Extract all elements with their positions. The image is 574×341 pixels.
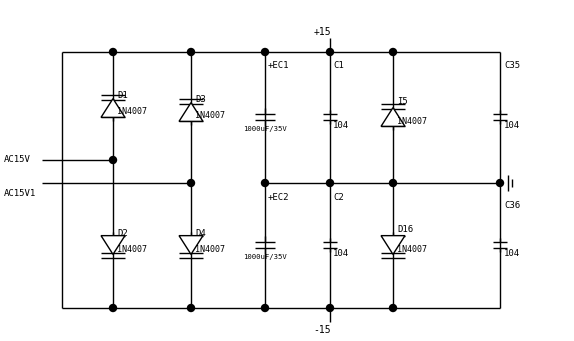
Text: 1N4007: 1N4007 [397,117,427,125]
Polygon shape [101,99,125,117]
Text: 1N4007: 1N4007 [397,244,427,253]
Text: D3: D3 [195,95,205,104]
Circle shape [390,48,397,56]
Circle shape [262,179,269,187]
Circle shape [188,48,195,56]
Text: -15: -15 [313,325,331,335]
Text: 1N4007: 1N4007 [117,107,147,117]
Text: AC15V: AC15V [4,154,31,163]
Text: +EC1: +EC1 [268,61,289,71]
Circle shape [327,48,333,56]
Circle shape [497,179,503,187]
Circle shape [188,305,195,311]
Circle shape [188,179,195,187]
Text: C36: C36 [504,201,520,209]
Text: 1000uF/35V: 1000uF/35V [243,126,287,132]
Text: C35: C35 [504,61,520,71]
Circle shape [390,179,397,187]
Circle shape [110,48,117,56]
Circle shape [110,157,117,163]
Text: D4: D4 [195,228,205,237]
Text: D16: D16 [397,224,413,234]
Text: C2: C2 [333,193,344,202]
Polygon shape [179,236,203,254]
Text: 1N4007: 1N4007 [117,244,147,253]
Text: 104: 104 [333,120,349,130]
Polygon shape [179,103,203,121]
Text: 104: 104 [504,249,520,257]
Text: 104: 104 [333,249,349,257]
Text: +15: +15 [313,27,331,37]
Text: D1: D1 [117,91,128,101]
Text: 1000uF/35V: 1000uF/35V [243,254,287,260]
Circle shape [262,305,269,311]
Text: C1: C1 [333,61,344,71]
Text: 1N4007: 1N4007 [195,112,225,120]
Text: D2: D2 [117,228,128,237]
Text: 1N4007: 1N4007 [195,244,225,253]
Polygon shape [381,108,405,127]
Circle shape [327,305,333,311]
Text: AC15V1: AC15V1 [4,189,36,197]
Text: 104: 104 [504,120,520,130]
Polygon shape [101,236,125,254]
Text: +EC2: +EC2 [268,193,289,202]
Polygon shape [381,236,405,254]
Circle shape [390,305,397,311]
Circle shape [327,179,333,187]
Circle shape [110,305,117,311]
Text: I5: I5 [397,97,408,105]
Circle shape [262,48,269,56]
